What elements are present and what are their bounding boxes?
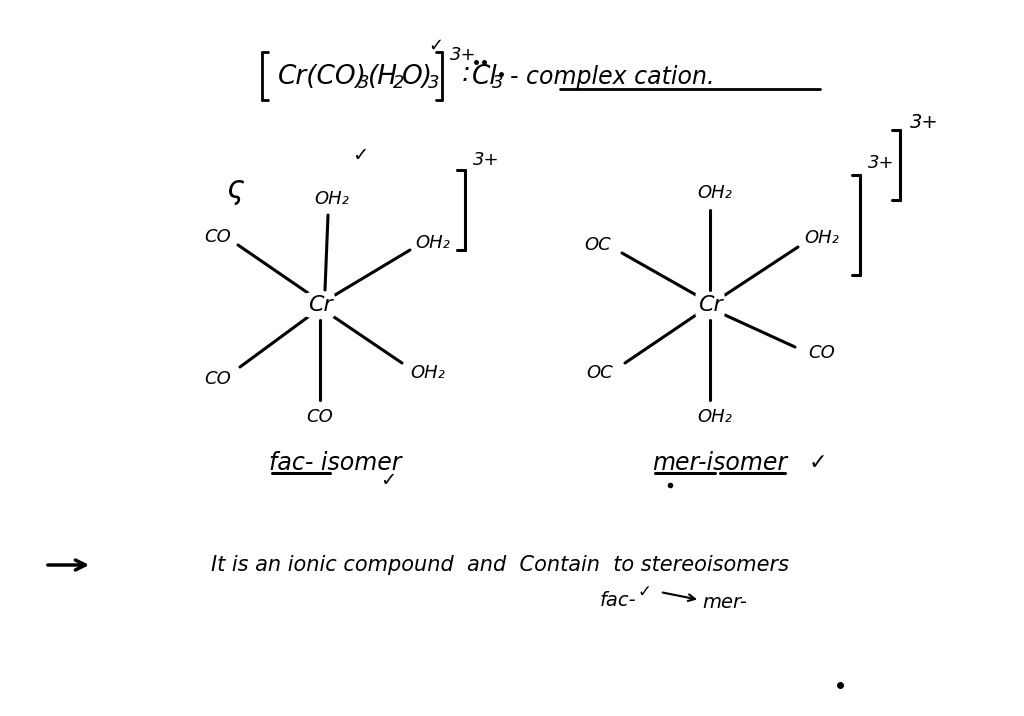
- Text: OH₂: OH₂: [805, 229, 840, 247]
- Text: 3: 3: [492, 74, 504, 92]
- Text: ✓: ✓: [809, 453, 827, 473]
- Text: CO: CO: [306, 408, 334, 426]
- Text: - complex cation.: - complex cation.: [510, 65, 715, 89]
- Text: CO: CO: [809, 344, 836, 362]
- Text: fac-: fac-: [600, 591, 636, 609]
- Text: O): O): [402, 64, 433, 90]
- Text: ✓: ✓: [428, 37, 443, 55]
- Text: fac- isomer: fac- isomer: [268, 451, 401, 475]
- Text: OH₂: OH₂: [411, 364, 445, 382]
- Text: mer-: mer-: [702, 594, 748, 612]
- Text: 3+: 3+: [473, 151, 500, 169]
- Text: :: :: [462, 61, 471, 87]
- Text: Cl: Cl: [472, 64, 498, 90]
- Text: 2: 2: [393, 74, 404, 92]
- Text: Cr(CO): Cr(CO): [278, 64, 367, 90]
- Text: CO: CO: [205, 370, 231, 388]
- Text: OC: OC: [585, 236, 611, 254]
- Text: 3+: 3+: [450, 46, 476, 64]
- Text: It is an ionic compound  and  Contain  to stereoisomers: It is an ionic compound and Contain to s…: [211, 555, 790, 575]
- Text: mer-isomer: mer-isomer: [652, 451, 787, 475]
- Text: (H: (H: [368, 64, 398, 90]
- Text: 3+: 3+: [868, 154, 895, 172]
- Text: OH₂: OH₂: [416, 234, 451, 252]
- Text: Cr: Cr: [697, 295, 722, 315]
- Text: 3: 3: [428, 74, 439, 92]
- Text: 3+: 3+: [910, 112, 939, 132]
- Text: ✓: ✓: [637, 583, 651, 601]
- Text: 3: 3: [358, 74, 370, 92]
- Text: ς: ς: [226, 175, 244, 205]
- Text: OH₂: OH₂: [314, 190, 349, 208]
- Text: OH₂: OH₂: [697, 408, 732, 426]
- Text: Cr: Cr: [307, 295, 333, 315]
- Text: ✓: ✓: [380, 470, 396, 490]
- Text: CO: CO: [205, 228, 231, 246]
- Text: OH₂: OH₂: [697, 184, 732, 202]
- Text: ✓: ✓: [352, 145, 369, 165]
- Text: OC: OC: [587, 364, 613, 382]
